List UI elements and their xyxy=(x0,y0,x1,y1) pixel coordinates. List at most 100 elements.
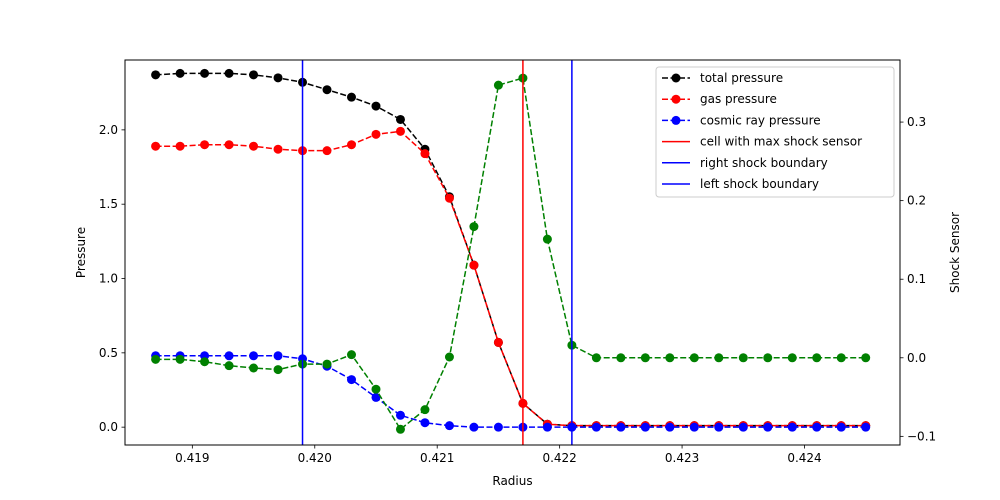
legend-box xyxy=(655,66,895,198)
data-point xyxy=(224,68,234,78)
data-point xyxy=(224,140,234,150)
data-point xyxy=(224,351,234,361)
data-point xyxy=(616,353,626,363)
legend-marker xyxy=(671,73,681,83)
data-point xyxy=(175,354,185,364)
x-tick-label: 0.421 xyxy=(420,451,454,465)
data-point xyxy=(665,422,675,432)
data-point xyxy=(836,422,846,432)
data-point xyxy=(249,70,259,80)
data-point xyxy=(273,351,283,361)
series-line-3 xyxy=(155,77,866,431)
data-point xyxy=(273,365,283,375)
y-tick-label: 1.0 xyxy=(99,272,118,286)
data-point xyxy=(347,92,356,102)
data-point xyxy=(542,234,552,244)
data-point xyxy=(224,361,234,371)
legend-label: right shock boundary xyxy=(700,156,828,170)
data-point xyxy=(395,424,405,434)
y2-axis-label: Shock Sensor xyxy=(948,212,962,293)
x-tick-label: 0.422 xyxy=(542,451,576,465)
data-point xyxy=(444,193,454,203)
data-point xyxy=(812,353,822,363)
data-point xyxy=(371,392,381,402)
legend-label: cell with max shock sensor xyxy=(700,135,862,149)
data-point xyxy=(689,422,699,432)
data-point xyxy=(322,359,332,369)
data-point xyxy=(420,405,430,415)
data-point xyxy=(444,352,454,362)
data-point xyxy=(249,351,259,361)
data-point xyxy=(395,126,405,136)
data-point xyxy=(689,353,699,363)
data-point xyxy=(371,129,381,139)
data-point xyxy=(738,353,748,363)
y-axis-label: Pressure xyxy=(74,227,88,278)
data-point xyxy=(371,101,381,111)
data-point xyxy=(175,141,185,151)
data-point xyxy=(836,353,846,363)
y2-tick-label: −0.1 xyxy=(907,429,936,443)
legend-marker xyxy=(671,115,681,125)
data-point xyxy=(542,422,552,432)
x-axis-label: Radius xyxy=(492,474,532,488)
axes: 0.419 0.420 0.421 0.422 0.423 0.424 0.0 0.5 1.0 1… xyxy=(74,59,962,488)
data-point xyxy=(714,353,724,363)
data-point xyxy=(861,422,871,432)
x-tick-label: 0.424 xyxy=(787,451,821,465)
y2-tick-label: 0.0 xyxy=(907,351,926,365)
data-point xyxy=(200,68,210,78)
data-point xyxy=(591,422,601,432)
data-point xyxy=(395,410,405,420)
data-point xyxy=(420,418,430,428)
legend-label: total pressure xyxy=(700,71,783,85)
legend-label: left shock boundary xyxy=(700,177,819,191)
plot-area xyxy=(151,60,871,445)
data-point xyxy=(469,422,479,432)
data-point xyxy=(787,353,797,363)
data-point xyxy=(493,422,503,432)
data-point xyxy=(444,421,454,431)
data-point xyxy=(812,422,822,432)
data-point xyxy=(273,144,283,154)
data-point xyxy=(151,141,161,151)
data-point xyxy=(640,422,650,432)
data-point xyxy=(347,350,356,360)
y-tick-label: 0.0 xyxy=(99,420,118,434)
y-tick-label: 2.0 xyxy=(99,123,118,137)
data-point xyxy=(591,353,601,363)
data-point xyxy=(469,260,479,270)
data-point xyxy=(175,68,185,78)
data-point xyxy=(249,363,259,373)
data-point xyxy=(665,353,675,363)
data-point xyxy=(861,353,871,363)
data-point xyxy=(322,85,332,95)
data-point xyxy=(714,422,724,432)
data-point xyxy=(371,384,381,394)
legend: total pressure gas pressure cosmic ray pre… xyxy=(655,66,895,198)
data-point xyxy=(200,140,210,150)
data-point xyxy=(347,140,356,150)
data-point xyxy=(738,422,748,432)
y2-tick-label: 0.3 xyxy=(907,115,926,129)
y-tick-label: 1.5 xyxy=(99,197,118,211)
data-point xyxy=(469,222,479,232)
x-tick-label: 0.420 xyxy=(298,451,332,465)
data-point xyxy=(249,141,259,151)
y-tick-label: 0.5 xyxy=(99,346,118,360)
data-point xyxy=(763,422,773,432)
data-point xyxy=(787,422,797,432)
data-point xyxy=(322,146,332,156)
data-point xyxy=(640,353,650,363)
data-point xyxy=(151,354,161,364)
data-point xyxy=(493,337,503,347)
y2-tick-label: 0.2 xyxy=(907,194,926,208)
data-point xyxy=(273,73,283,83)
x-tick-label: 0.419 xyxy=(175,451,209,465)
data-point xyxy=(493,80,503,90)
data-point xyxy=(151,70,161,80)
data-point xyxy=(616,422,626,432)
data-point xyxy=(200,357,210,367)
data-point xyxy=(347,375,356,385)
